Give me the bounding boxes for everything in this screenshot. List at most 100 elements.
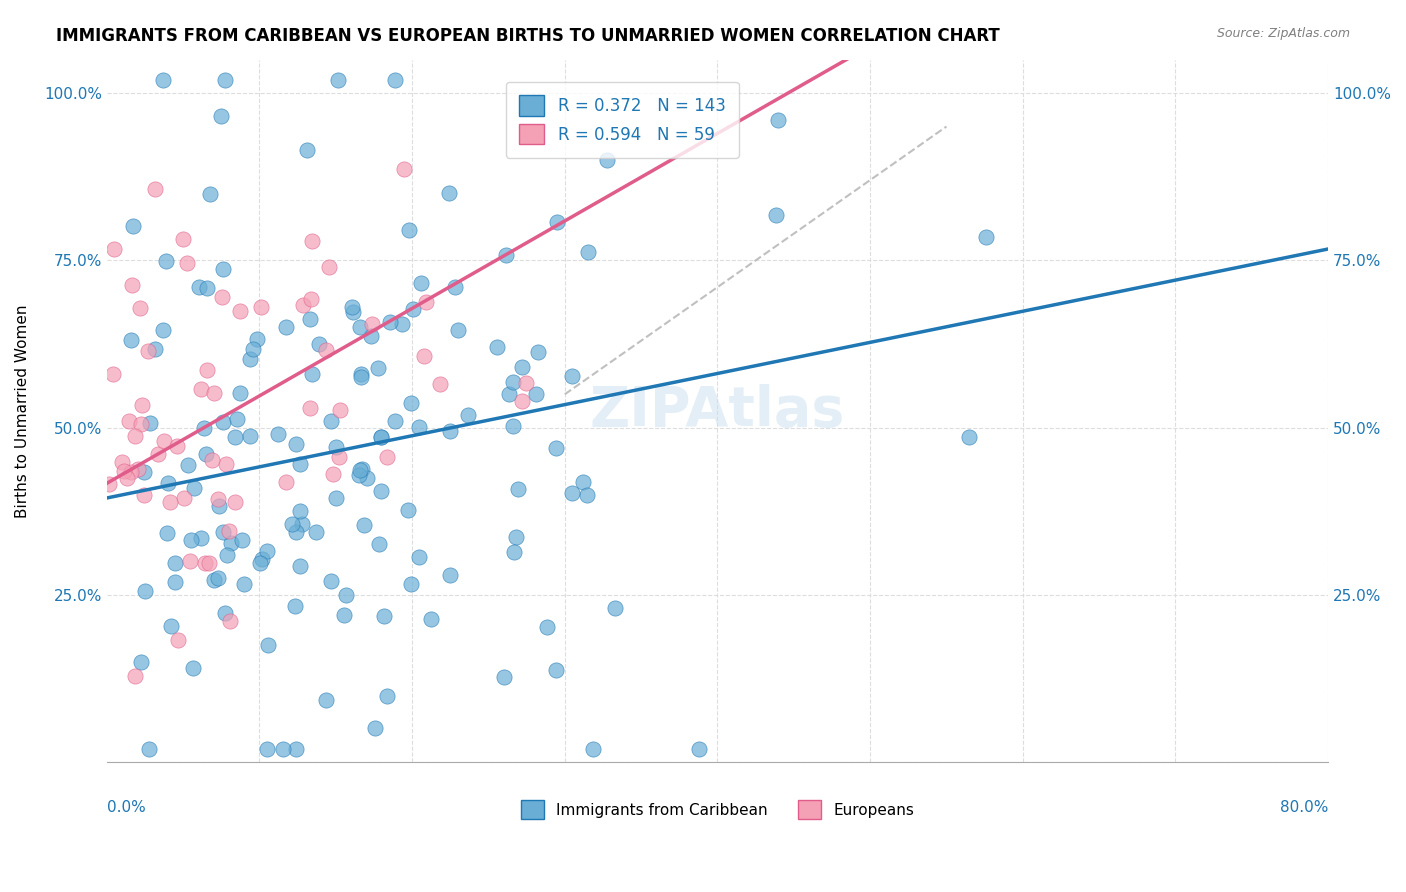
Europeans	[228, 304, 250, 318]
Immigrants from Caribbean	[207, 571, 229, 585]
Immigrants from Caribbean	[444, 280, 467, 294]
Immigrants from Caribbean	[194, 447, 217, 461]
Immigrants from Caribbean	[408, 419, 430, 434]
Europeans	[322, 467, 344, 482]
Europeans	[291, 298, 314, 312]
Immigrants from Caribbean	[572, 475, 595, 490]
Europeans	[101, 368, 124, 382]
Immigrants from Caribbean	[298, 312, 321, 326]
Europeans	[207, 492, 229, 507]
Europeans	[429, 377, 451, 392]
Immigrants from Caribbean	[288, 458, 311, 472]
Immigrants from Caribbean	[177, 458, 200, 472]
Immigrants from Caribbean	[181, 660, 204, 674]
Immigrants from Caribbean	[546, 441, 568, 455]
Immigrants from Caribbean	[208, 499, 231, 513]
Immigrants from Caribbean	[288, 558, 311, 573]
Immigrants from Caribbean	[212, 524, 235, 539]
Europeans	[121, 278, 143, 293]
Immigrants from Caribbean	[502, 418, 524, 433]
Europeans	[152, 434, 174, 449]
Europeans	[315, 343, 337, 357]
Immigrants from Caribbean	[596, 153, 619, 168]
Immigrants from Caribbean	[384, 72, 406, 87]
Europeans	[211, 290, 233, 304]
Immigrants from Caribbean	[138, 742, 160, 756]
Y-axis label: Births to Unmarried Women: Births to Unmarried Women	[15, 304, 30, 517]
Immigrants from Caribbean	[132, 465, 155, 479]
Immigrants from Caribbean	[340, 300, 363, 314]
Immigrants from Caribbean	[288, 504, 311, 518]
Immigrants from Caribbean	[402, 301, 425, 316]
Immigrants from Caribbean	[188, 280, 211, 294]
Europeans	[173, 491, 195, 505]
Immigrants from Caribbean	[291, 517, 314, 532]
Text: ZIPAtlas: ZIPAtlas	[589, 384, 845, 438]
Europeans	[198, 557, 221, 571]
Immigrants from Caribbean	[193, 420, 215, 434]
Immigrants from Caribbean	[122, 219, 145, 233]
Immigrants from Caribbean	[367, 537, 389, 551]
Immigrants from Caribbean	[319, 574, 342, 588]
Europeans	[98, 477, 121, 491]
Immigrants from Caribbean	[384, 414, 406, 428]
Immigrants from Caribbean	[304, 524, 326, 539]
Immigrants from Caribbean	[603, 601, 626, 615]
Immigrants from Caribbean	[250, 552, 273, 566]
Europeans	[134, 488, 156, 502]
Immigrants from Caribbean	[195, 281, 218, 295]
Immigrants from Caribbean	[439, 568, 461, 582]
Immigrants from Caribbean	[256, 544, 278, 558]
Europeans	[143, 182, 166, 196]
Immigrants from Caribbean	[370, 429, 392, 443]
Text: 80.0%: 80.0%	[1279, 799, 1329, 814]
Europeans	[127, 462, 149, 476]
Europeans	[166, 440, 188, 454]
Europeans	[111, 455, 134, 469]
Europeans	[179, 554, 201, 568]
Immigrants from Caribbean	[420, 612, 443, 626]
Immigrants from Caribbean	[360, 329, 382, 343]
Immigrants from Caribbean	[160, 619, 183, 633]
Europeans	[112, 465, 135, 479]
Immigrants from Caribbean	[335, 588, 357, 602]
Europeans	[249, 300, 271, 314]
Immigrants from Caribbean	[342, 304, 364, 318]
Immigrants from Caribbean	[285, 524, 308, 539]
Immigrants from Caribbean	[350, 367, 373, 381]
Europeans	[131, 399, 153, 413]
Legend: Immigrants from Caribbean, Europeans: Immigrants from Caribbean, Europeans	[515, 794, 920, 825]
Europeans	[172, 232, 194, 246]
Immigrants from Caribbean	[129, 655, 152, 669]
Immigrants from Caribbean	[536, 620, 558, 634]
Europeans	[510, 394, 533, 409]
Immigrants from Caribbean	[163, 574, 186, 589]
Europeans	[224, 495, 246, 509]
Immigrants from Caribbean	[211, 415, 233, 429]
Europeans	[219, 615, 242, 629]
Immigrants from Caribbean	[391, 317, 413, 331]
Immigrants from Caribbean	[215, 548, 238, 562]
Immigrants from Caribbean	[398, 222, 420, 236]
Immigrants from Caribbean	[295, 143, 318, 157]
Immigrants from Caribbean	[152, 323, 174, 337]
Europeans	[124, 429, 146, 443]
Europeans	[194, 556, 217, 570]
Text: IMMIGRANTS FROM CARIBBEAN VS EUROPEAN BIRTHS TO UNMARRIED WOMEN CORRELATION CHAR: IMMIGRANTS FROM CARIBBEAN VS EUROPEAN BI…	[56, 27, 1000, 45]
Europeans	[202, 385, 225, 400]
Europeans	[318, 260, 340, 274]
Immigrants from Caribbean	[439, 424, 461, 438]
Immigrants from Caribbean	[231, 533, 253, 547]
Immigrants from Caribbean	[370, 484, 392, 499]
Europeans	[301, 235, 323, 249]
Immigrants from Caribbean	[399, 577, 422, 591]
Europeans	[190, 382, 212, 396]
Immigrants from Caribbean	[524, 387, 547, 401]
Immigrants from Caribbean	[156, 525, 179, 540]
Immigrants from Caribbean	[350, 462, 373, 476]
Immigrants from Caribbean	[561, 486, 583, 500]
Europeans	[128, 301, 150, 315]
Immigrants from Caribbean	[232, 577, 254, 591]
Immigrants from Caribbean	[363, 722, 385, 736]
Immigrants from Caribbean	[377, 690, 399, 704]
